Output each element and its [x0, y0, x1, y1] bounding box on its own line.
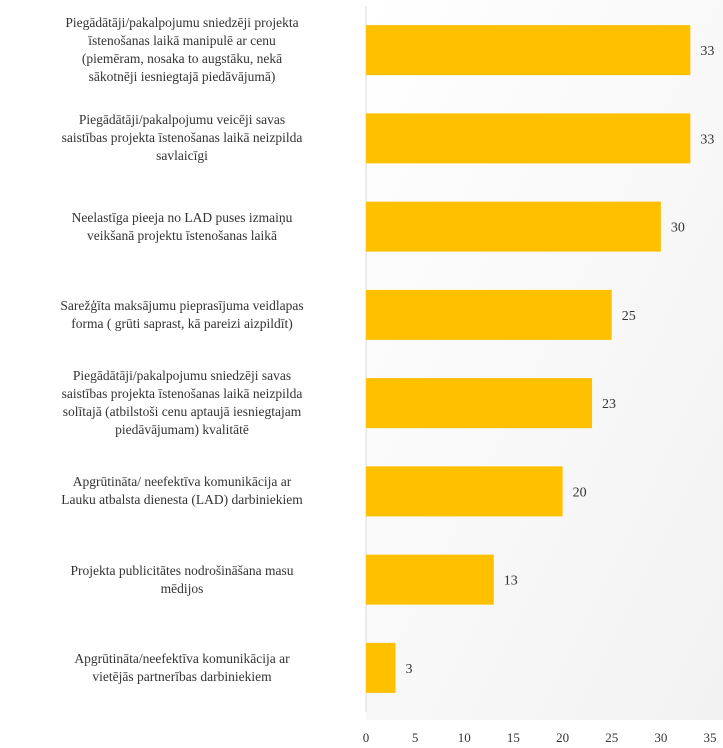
data-label: 13	[504, 574, 518, 589]
category-label: Piegādātāji/pakalpojumu veicēji savas sa…	[61, 112, 303, 164]
bar	[366, 466, 563, 517]
data-label: 23	[602, 397, 616, 412]
data-label: 20	[573, 485, 587, 500]
data-label: 30	[671, 221, 685, 236]
x-tick-label: 5	[412, 730, 419, 745]
category-label: Apgrūtināta/ neefektīva komunikācija ar …	[61, 474, 303, 508]
data-label: 33	[700, 44, 714, 59]
x-tick-label: 35	[704, 730, 717, 745]
plot-area-background	[366, 0, 723, 720]
bar	[366, 201, 661, 252]
data-label: 3	[405, 662, 412, 677]
bar	[366, 25, 691, 76]
x-tick-label: 10	[458, 730, 471, 745]
x-tick-label: 15	[507, 730, 520, 745]
bar	[366, 113, 691, 164]
category-label: Piegādātāji/pakalpojumu sniedzēji projek…	[65, 15, 299, 85]
x-tick-label: 30	[654, 730, 667, 745]
category-label: Piegādātāji/pakalpojumu sniedzēji savas …	[61, 368, 303, 438]
category-label: Sarežģīta maksājumu pieprasījuma veidlap…	[60, 297, 304, 331]
x-tick-label: 20	[556, 730, 569, 745]
data-label: 25	[622, 309, 636, 324]
bar	[366, 642, 396, 693]
bar	[366, 289, 612, 340]
category-label: Projekta publicitātes nodrošināšana masu…	[70, 562, 294, 596]
bar	[366, 554, 494, 605]
bar	[366, 378, 593, 429]
x-tick-label: 25	[605, 730, 618, 745]
data-label: 33	[700, 132, 714, 147]
category-label: Apgrūtināta/neefektīva komunikācija ar v…	[74, 650, 290, 684]
x-tick-label: 0	[363, 730, 370, 745]
category-label: Neelastīga pieeja no LAD puses izmaiņu v…	[71, 209, 293, 243]
